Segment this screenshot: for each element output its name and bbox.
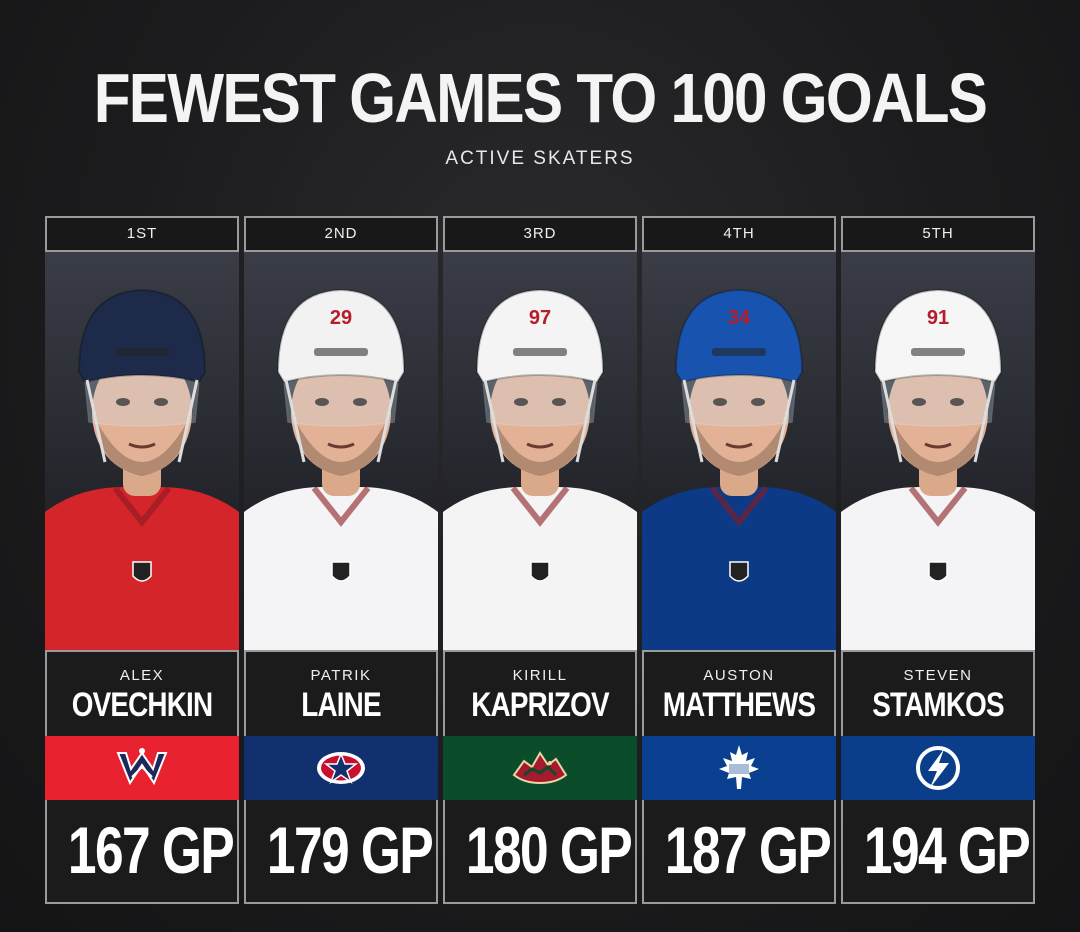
player-card: 4TH 34 AUSTON MATTHEWS 187 GP xyxy=(642,216,836,904)
player-photo-frame xyxy=(45,252,239,650)
games-played-box: 194 GP xyxy=(841,800,1035,904)
player-last-name: LAINE xyxy=(301,686,381,724)
player-last-name: KAPRIZOV xyxy=(471,686,609,724)
player-photo-frame: 91 xyxy=(841,252,1035,650)
player-photo-frame: 29 xyxy=(244,252,438,650)
player-card: 2ND 29 PATRIK LAINE 179 GP xyxy=(244,216,438,904)
player-last-name: OVECHKIN xyxy=(71,686,213,724)
player-photo: 91 xyxy=(841,252,1035,650)
games-played-box: 179 GP xyxy=(244,800,438,904)
player-photo: 34 xyxy=(642,252,836,650)
svg-text:91: 91 xyxy=(927,307,949,329)
rank-label: 1ST xyxy=(45,216,239,252)
svg-text:29: 29 xyxy=(330,307,352,329)
player-card: 5TH 91 STEVEN STAMKOS 194 GP xyxy=(841,216,1035,904)
player-last-name: MATTHEWS xyxy=(662,686,816,724)
player-name: KIRILL KAPRIZOV xyxy=(443,650,637,736)
team-bar xyxy=(45,736,239,800)
team-bar xyxy=(244,736,438,800)
maple-leafs-logo-icon xyxy=(719,745,759,789)
player-cards: 1ST ALEX OVECHKIN 167 GP 2ND 29 PATRIK LAINE 17… xyxy=(45,216,1035,904)
games-played: 194 GP xyxy=(863,813,1031,887)
games-played: 180 GP xyxy=(465,813,633,887)
rank-label: 5TH xyxy=(841,216,1035,252)
player-first-name: KIRILL xyxy=(512,667,568,684)
player-name: ALEX OVECHKIN xyxy=(45,650,239,736)
capitals-logo-icon xyxy=(116,748,168,786)
team-bar xyxy=(443,736,637,800)
blue-jackets-logo-icon xyxy=(317,751,365,784)
svg-text:34: 34 xyxy=(728,307,751,329)
player-photo-frame: 34 xyxy=(642,252,836,650)
games-played: 179 GP xyxy=(266,813,434,887)
team-bar xyxy=(841,736,1035,800)
player-photo xyxy=(45,252,239,650)
player-name: STEVEN STAMKOS xyxy=(841,650,1035,736)
games-played-box: 187 GP xyxy=(642,800,836,904)
games-played-box: 180 GP xyxy=(443,800,637,904)
player-first-name: STEVEN xyxy=(903,667,973,684)
rank-label: 2ND xyxy=(244,216,438,252)
player-name: PATRIK LAINE xyxy=(244,650,438,736)
player-card: 1ST ALEX OVECHKIN 167 GP xyxy=(45,216,239,904)
player-last-name: STAMKOS xyxy=(872,686,1004,724)
rank-label: 4TH xyxy=(642,216,836,252)
team-bar xyxy=(642,736,836,800)
svg-text:97: 97 xyxy=(529,307,551,329)
rank-label: 3RD xyxy=(443,216,637,252)
games-played-box: 167 GP xyxy=(45,800,239,904)
lightning-logo-icon xyxy=(916,746,960,790)
player-card: 3RD 97 KIRILL KAPRIZOV 180 GP xyxy=(443,216,637,904)
player-first-name: PATRIK xyxy=(310,667,372,684)
player-first-name: ALEX xyxy=(119,667,165,684)
player-name: AUSTON MATTHEWS xyxy=(642,650,836,736)
wild-logo-icon xyxy=(512,751,568,785)
page-subtitle: ACTIVE SKATERS xyxy=(445,148,635,169)
games-played: 167 GP xyxy=(67,813,235,887)
page-title: FEWEST GAMES TO 100 GOALS xyxy=(93,59,988,137)
player-photo: 29 xyxy=(244,252,438,650)
player-photo: 97 xyxy=(443,252,637,650)
player-first-name: AUSTON xyxy=(703,667,775,684)
games-played: 187 GP xyxy=(664,813,832,887)
player-photo-frame: 97 xyxy=(443,252,637,650)
